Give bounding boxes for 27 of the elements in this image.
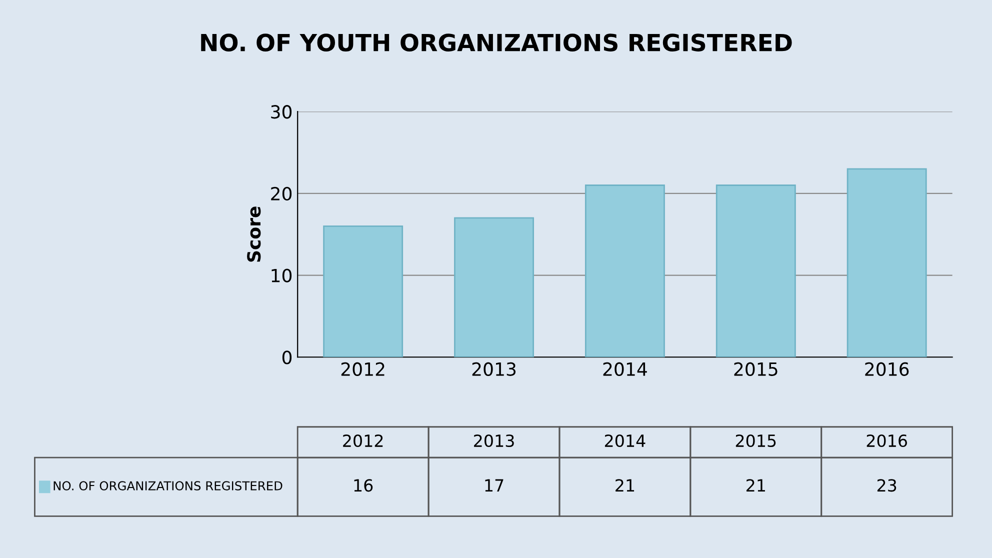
- category-label: 2014: [604, 434, 646, 448]
- y-tick-label: 20: [271, 186, 292, 201]
- data-label: 21: [746, 479, 765, 492]
- x-tick-label: 2015: [734, 362, 778, 376]
- category-label: 2013: [474, 434, 514, 448]
- bar: [716, 184, 796, 358]
- category-label: 2012: [343, 434, 383, 448]
- data-label: 21: [616, 479, 634, 492]
- y-tick-label: 10: [272, 268, 292, 282]
- bar: [584, 184, 665, 358]
- bar: [454, 217, 534, 358]
- x-tick-label: 2012: [341, 362, 384, 376]
- x-tick-label: 2014: [603, 362, 647, 376]
- category-label: 2015: [736, 434, 776, 448]
- data-label: 16: [354, 479, 373, 492]
- bar: [846, 168, 927, 358]
- data-label: 23: [877, 479, 896, 492]
- y-tick-label: 0: [282, 350, 292, 364]
- x-tick-label: 2016: [865, 362, 909, 376]
- y-tick-label: 30: [271, 105, 292, 119]
- x-tick-label: 2013: [472, 362, 516, 376]
- y-axis-title: Score: [247, 206, 261, 262]
- bar: [323, 225, 404, 358]
- data-label: 17: [485, 479, 504, 492]
- legend-label: NO. OF ORGANIZATIONS REGISTERED: [54, 481, 282, 490]
- category-label: 2016: [866, 434, 908, 448]
- chart-title: NO. OF YOUTH ORGANIZATIONS REGISTERED: [201, 34, 792, 52]
